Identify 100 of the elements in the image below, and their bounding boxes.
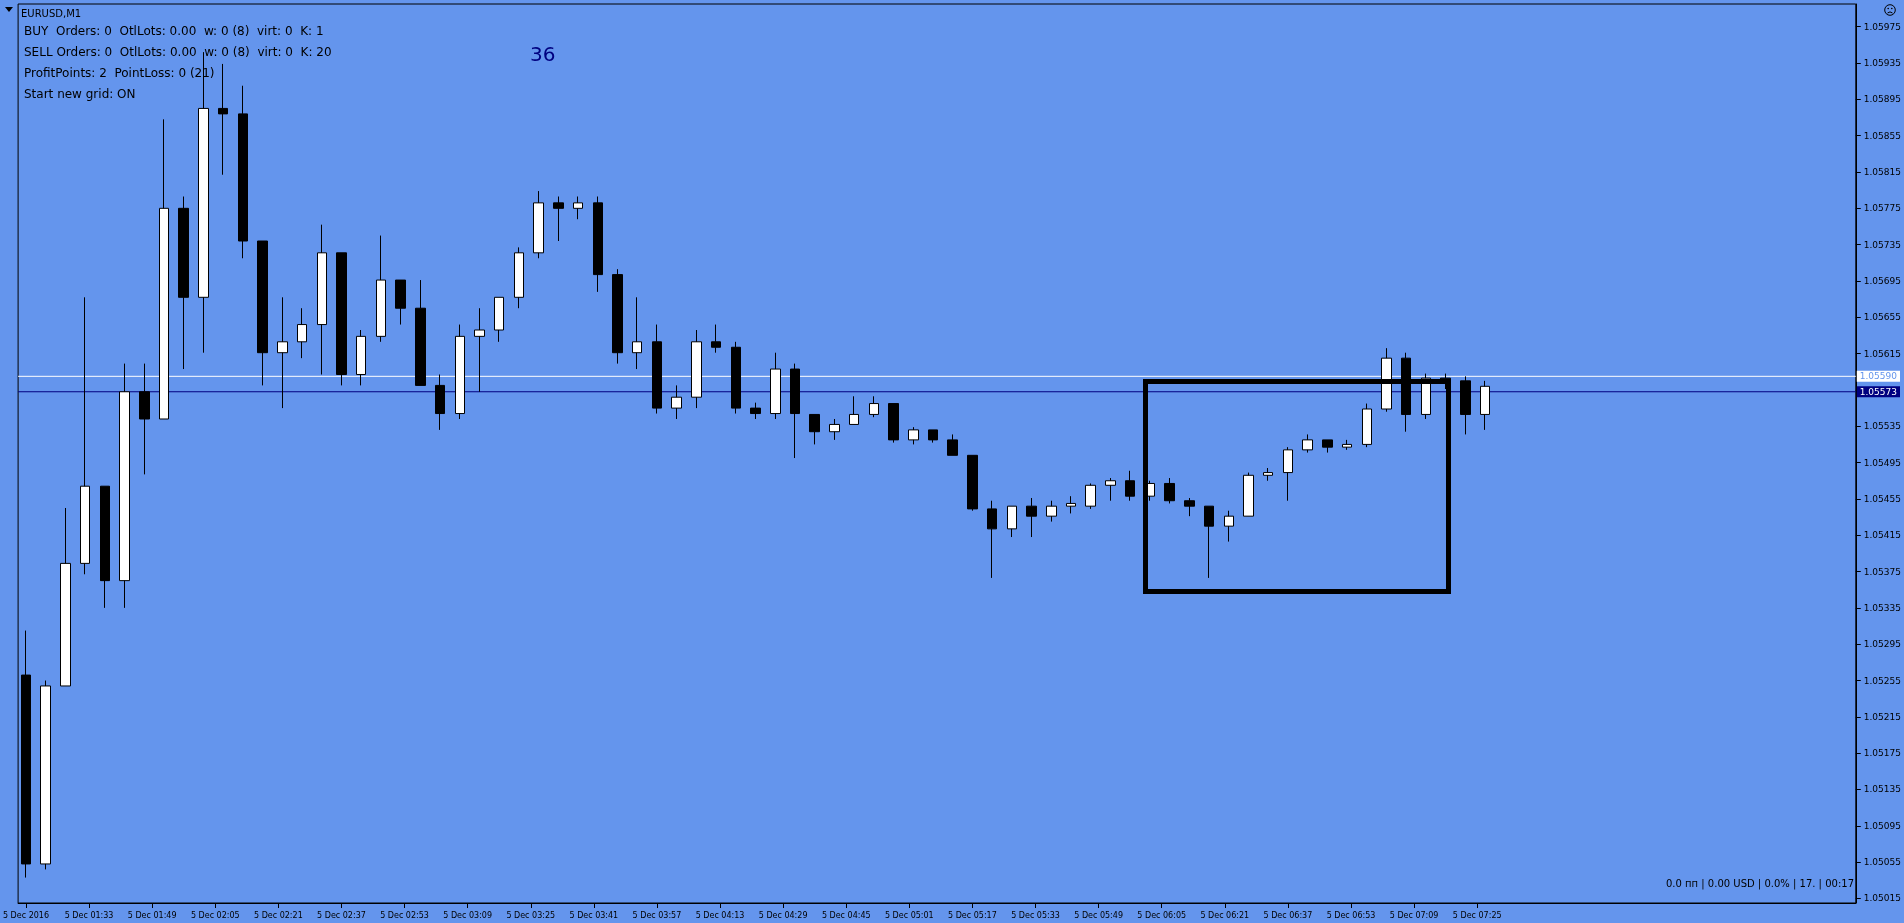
y-tick-label: 1.05655 (1863, 312, 1901, 323)
y-tick-label: 1.05455 (1863, 493, 1901, 504)
x-tick-label: 5 Dec 04:45 (821, 910, 871, 920)
y-tick-label: 1.05735 (1863, 239, 1901, 250)
x-tick-label: 5 Dec 07:09 (1389, 910, 1439, 920)
x-tick-label: 5 Dec 01:49 (127, 910, 177, 920)
x-tick-label: 5 Dec 06:53 (1326, 910, 1376, 920)
y-tick-label: 1.05695 (1863, 275, 1901, 286)
x-tick-label: 5 Dec 07:25 (1452, 910, 1502, 920)
candlestick (1283, 446, 1293, 502)
candlestick (652, 324, 662, 415)
candlestick (1085, 482, 1096, 510)
candlestick (514, 246, 524, 309)
candlestick (376, 235, 386, 343)
x-tick-label: 5 Dec 04:29 (758, 910, 808, 920)
candlestick (317, 224, 327, 375)
x-tick-label: 5 Dec 02:53 (380, 910, 429, 920)
x-tick-label: 5 Dec 03:41 (569, 910, 619, 920)
candlestick (494, 296, 504, 343)
candlestick (100, 485, 110, 609)
y-tick-label: 1.05055 (1863, 857, 1901, 868)
candlestick (632, 296, 642, 370)
candlestick (21, 630, 31, 879)
x-tick-label: 5 Dec 03:25 (506, 910, 556, 920)
annotation: SELL Orders: 0 OtlLots: 0.00 w: 0 (8) virt: 0 K: 20 (24, 45, 332, 59)
x-tick-label: 5 Dec 2016 (2, 910, 49, 920)
y-tick-label: 1.05135 (1863, 784, 1901, 795)
candlestick (218, 63, 228, 176)
ref-line-label: 1.05573 (1859, 386, 1897, 397)
candlestick (1184, 497, 1195, 517)
candlestick (849, 395, 859, 425)
candlestick (987, 500, 997, 579)
candlestick (257, 240, 268, 386)
candlestick (60, 507, 71, 687)
candlestick (435, 374, 445, 431)
candlestick (790, 363, 800, 459)
candlestick (533, 190, 544, 259)
candlestick (1362, 403, 1372, 448)
chart-title: EURUSD,M1 (21, 7, 82, 19)
candlestick (928, 429, 938, 444)
candlestick (671, 384, 682, 420)
x-tick-label: 5 Dec 05:49 (1074, 910, 1123, 920)
x-tick-label: 5 Dec 05:17 (948, 910, 997, 920)
candlestick (1164, 477, 1175, 504)
y-tick-label: 1.05255 (1863, 675, 1901, 686)
candlestick (1204, 505, 1214, 579)
x-tick-label: 5 Dec 03:57 (632, 910, 682, 920)
candlestick (238, 85, 248, 259)
x-tick-label: 5 Dec 05:33 (1011, 910, 1060, 920)
candlestick (908, 426, 919, 445)
y-tick-label: 1.05775 (1863, 203, 1901, 214)
candlestick (139, 363, 150, 475)
candlestick (1460, 375, 1471, 435)
candlestick (947, 433, 958, 456)
y-tick-label: 1.05295 (1863, 639, 1901, 650)
x-tick-label: 5 Dec 05:01 (884, 910, 934, 920)
annotation: Start new grid: ON (24, 87, 136, 101)
y-tick-label: 1.05535 (1863, 421, 1901, 432)
y-tick-label: 1.05895 (1863, 94, 1901, 105)
candlestick (336, 252, 347, 386)
y-tick-label: 1.05015 (1863, 893, 1901, 904)
x-tick-label: 5 Dec 02:05 (190, 910, 240, 920)
candlestick (1007, 505, 1017, 538)
candlestick (297, 307, 307, 359)
candlestick (1322, 439, 1333, 454)
candlestick (967, 454, 978, 512)
x-tick-label: 5 Dec 02:37 (317, 910, 366, 920)
candlestick (809, 413, 820, 445)
y-tick-label: 1.05815 (1863, 166, 1901, 177)
candlestick (1125, 470, 1135, 502)
candlestick (1263, 467, 1273, 482)
x-tick-label: 5 Dec 01:33 (64, 910, 114, 920)
candlestick (1342, 439, 1352, 451)
candlestick (1026, 497, 1037, 538)
candlestick (1105, 477, 1116, 502)
y-tick-label: 1.05935 (1863, 58, 1901, 69)
candlestick (829, 418, 840, 441)
candlestick (553, 196, 564, 242)
annotation: 36 (530, 42, 556, 66)
candlestick (1401, 352, 1411, 433)
candlestick (1046, 500, 1057, 523)
candlestick (731, 341, 741, 415)
y-tick-label: 1.05335 (1863, 602, 1901, 613)
x-tick-label: 5 Dec 04:13 (695, 910, 745, 920)
x-tick-label: 5 Dec 06:37 (1263, 910, 1313, 920)
candlestick (573, 196, 583, 220)
y-tick-label: 1.05495 (1863, 457, 1901, 468)
annotation: 0.0 пп | 0.00 USD | 0.0% | 17. | 00:17 (1665, 878, 1854, 889)
candlestick (395, 279, 406, 326)
candlestick (1302, 433, 1313, 454)
candlestick (1224, 510, 1234, 543)
candlestick (593, 196, 603, 293)
y-tick-label: 1.05975 (1863, 21, 1901, 32)
x-tick-label: 5 Dec 06:21 (1200, 910, 1250, 920)
candlestick (750, 402, 761, 420)
y-tick-label: 1.05855 (1863, 130, 1901, 141)
candlestick (1066, 495, 1076, 514)
candlestick (178, 196, 189, 370)
candlestick (40, 680, 51, 870)
candlestick (1243, 472, 1254, 517)
